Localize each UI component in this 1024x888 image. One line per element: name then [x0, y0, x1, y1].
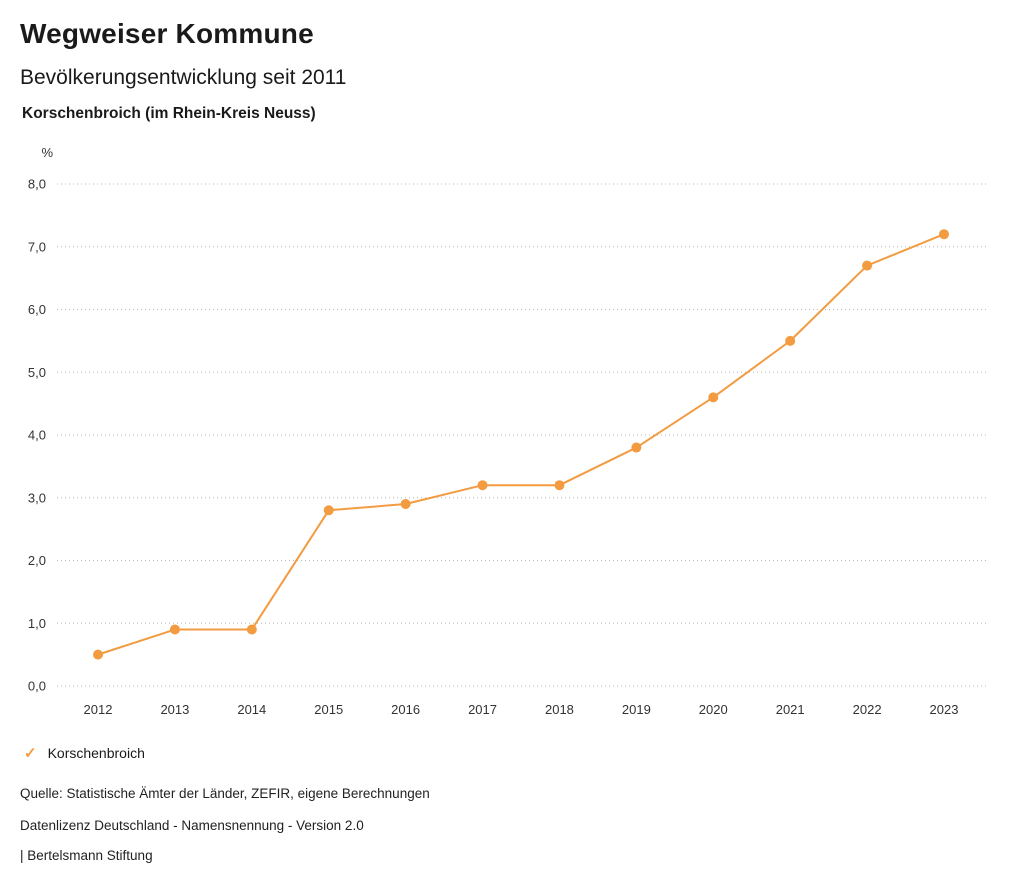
legend-check-icon: ✓ [24, 744, 37, 762]
x-tick-label: 2023 [930, 702, 959, 717]
x-tick-label: 2019 [622, 702, 651, 717]
y-axis-unit-label: % [41, 145, 53, 160]
y-tick-label: 2,0 [28, 553, 46, 568]
license-note: Datenlizenz Deutschland - Namensnennung … [20, 818, 364, 833]
y-tick-label: 4,0 [28, 428, 46, 443]
data-point[interactable] [708, 392, 719, 403]
data-point[interactable] [323, 505, 334, 516]
x-tick-label: 2020 [699, 702, 728, 717]
x-tick-label: 2022 [853, 702, 882, 717]
data-point[interactable] [93, 649, 103, 660]
y-tick-label: 3,0 [28, 490, 46, 505]
y-tick-label: 8,0 [28, 177, 46, 192]
x-tick-label: 2021 [776, 702, 805, 717]
x-tick-label: 2013 [160, 702, 189, 717]
data-point[interactable] [785, 335, 796, 346]
data-point[interactable] [939, 229, 949, 240]
x-tick-label: 2014 [237, 702, 266, 717]
population-development-line-chart: % 0,0 1,0 2,0 3,0 4,0 5,0 6,0 7,0 8,0 2012 2013 2014… [28, 145, 987, 717]
data-point[interactable] [862, 260, 873, 271]
data-point[interactable] [554, 480, 565, 491]
data-point[interactable] [477, 480, 488, 491]
y-tick-label: 6,0 [28, 302, 46, 317]
attribution-note: | Bertelsmann Stiftung [20, 848, 153, 863]
data-point[interactable] [246, 624, 257, 635]
legend-item-korschenbroich[interactable]: ✓ Korschenbroich [24, 745, 145, 761]
x-tick-label: 2015 [314, 702, 343, 717]
legend-label: Korschenbroich [47, 745, 145, 761]
data-point[interactable] [631, 442, 642, 453]
x-tick-label: 2018 [545, 702, 574, 717]
x-tick-label: 2016 [391, 702, 420, 717]
series-line [97, 233, 945, 656]
y-tick-label: 1,0 [28, 616, 46, 631]
chart-title: Bevölkerungsentwicklung seit 2011 [20, 66, 347, 89]
data-point[interactable] [400, 499, 411, 510]
chart-region-subtitle: Korschenbroich (im Rhein-Kreis Neuss) [22, 105, 316, 122]
y-tick-label: 5,0 [28, 365, 46, 380]
data-point[interactable] [169, 624, 180, 635]
x-tick-label: 2017 [468, 702, 497, 717]
app-title: Wegweiser Kommune [20, 18, 314, 49]
y-tick-label: 7,0 [28, 239, 46, 254]
x-tick-label: 2012 [84, 702, 113, 717]
y-tick-label: 0,0 [28, 679, 46, 694]
source-note: Quelle: Statistische Ämter der Länder, Z… [20, 786, 430, 801]
